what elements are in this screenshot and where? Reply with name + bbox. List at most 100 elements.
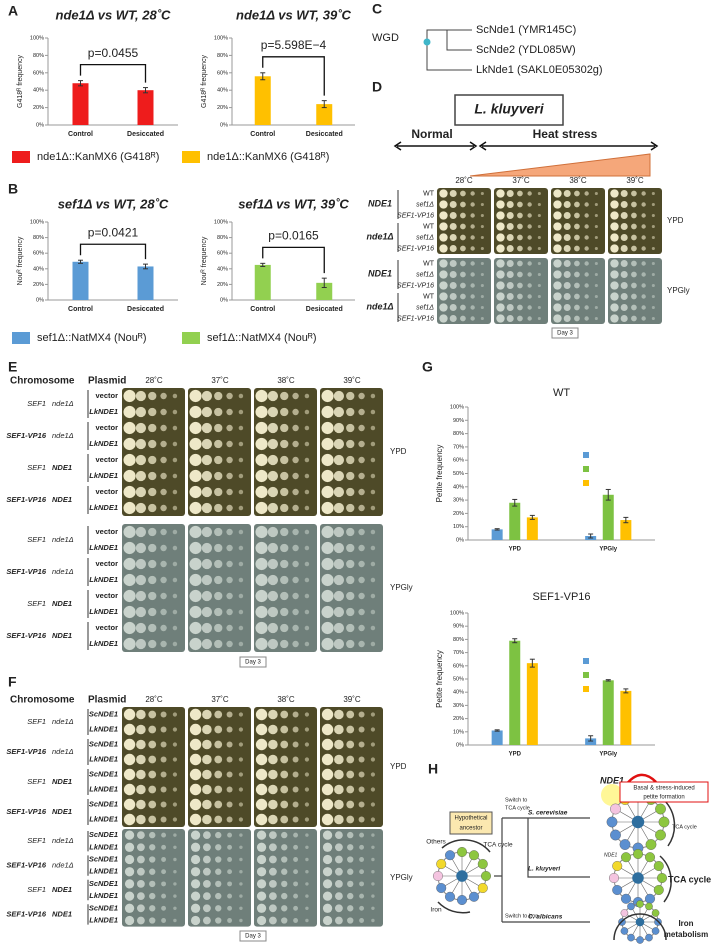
- spot: [189, 621, 202, 635]
- spot: [136, 867, 145, 876]
- y-tick-label: 20%: [217, 282, 228, 288]
- spot: [574, 223, 580, 230]
- spot: [620, 314, 628, 323]
- spot: [370, 545, 376, 551]
- y-tick-label: 100%: [214, 35, 228, 41]
- day-label: Day 3: [245, 934, 261, 940]
- spot: [189, 723, 202, 736]
- spot: [480, 213, 484, 218]
- spot: [255, 798, 268, 811]
- error-bar: [143, 87, 148, 94]
- spot: [610, 292, 619, 301]
- spot: [631, 223, 637, 230]
- spot: [268, 814, 278, 825]
- spot: [135, 406, 147, 418]
- plate: [320, 829, 383, 927]
- spot: [160, 726, 167, 733]
- spot: [527, 272, 532, 277]
- bar: [602, 494, 614, 540]
- spot: [346, 725, 355, 734]
- spot: [506, 211, 514, 220]
- spot: [553, 222, 562, 231]
- spot: [651, 202, 655, 207]
- plate: [320, 388, 383, 516]
- spot: [280, 710, 289, 719]
- spot: [641, 191, 646, 196]
- spot: [370, 757, 376, 762]
- spot: [255, 768, 268, 781]
- spot: [173, 869, 177, 874]
- medium: YPGly: [390, 583, 413, 592]
- spot: [359, 881, 365, 887]
- error-bar: [494, 528, 500, 531]
- spot: [470, 294, 475, 299]
- spot: [215, 917, 222, 924]
- spot: [214, 725, 223, 734]
- network-node: [436, 859, 447, 870]
- spot: [172, 727, 178, 732]
- chart-title: SEF1-VP16: [532, 591, 590, 603]
- y-tick-label: 60%: [33, 70, 44, 76]
- temperature: 37˚C: [211, 695, 229, 704]
- spot: [148, 487, 157, 497]
- spot: [358, 576, 365, 584]
- spot: [280, 815, 289, 824]
- spot: [496, 222, 505, 231]
- spot: [620, 211, 628, 220]
- spot: [631, 282, 637, 289]
- spot: [304, 625, 310, 631]
- spot: [148, 607, 157, 617]
- spot: [135, 422, 147, 434]
- spot: [584, 246, 589, 251]
- spot: [537, 305, 541, 310]
- spot: [333, 486, 345, 498]
- spot: [189, 708, 202, 721]
- spot: [190, 915, 201, 926]
- chromosome: SEF1: [27, 399, 46, 408]
- spot: [333, 542, 345, 554]
- spot: [347, 905, 354, 912]
- spot: [496, 259, 505, 268]
- spot: [238, 742, 244, 747]
- spot: [215, 892, 222, 900]
- spot: [172, 787, 178, 792]
- spot: [255, 783, 268, 796]
- spot: [123, 637, 136, 651]
- spot: [304, 545, 310, 551]
- spot: [123, 573, 136, 587]
- spot: [321, 589, 334, 603]
- spot: [620, 303, 628, 312]
- spot: [651, 191, 655, 196]
- spot: [238, 457, 244, 463]
- y-tick-label: 40%: [453, 690, 464, 696]
- plate: [254, 707, 317, 827]
- spot: [202, 769, 212, 780]
- spot: [293, 844, 299, 850]
- spot: [172, 425, 178, 431]
- species: L. kluyveri: [528, 866, 560, 873]
- error-bar: [605, 488, 611, 501]
- spot: [255, 453, 268, 467]
- spot: [370, 425, 376, 431]
- spot: [292, 440, 299, 448]
- spot: [268, 892, 277, 901]
- spot: [226, 488, 233, 496]
- spot: [172, 772, 178, 777]
- y-tick-label: 70%: [453, 444, 464, 450]
- spot: [255, 723, 268, 736]
- network-node: [636, 900, 644, 908]
- spot: [214, 710, 223, 719]
- plate: [188, 524, 251, 652]
- spot: [172, 712, 178, 717]
- spot: [651, 283, 655, 288]
- spot: [238, 577, 244, 583]
- spot: [148, 800, 157, 809]
- error-bar: [588, 533, 594, 539]
- spot: [202, 754, 212, 765]
- plate: [494, 258, 548, 324]
- spot: [172, 441, 178, 447]
- plasmid: vector: [95, 559, 118, 568]
- spot: [641, 235, 646, 240]
- spot: [280, 770, 289, 779]
- spot: [517, 234, 523, 241]
